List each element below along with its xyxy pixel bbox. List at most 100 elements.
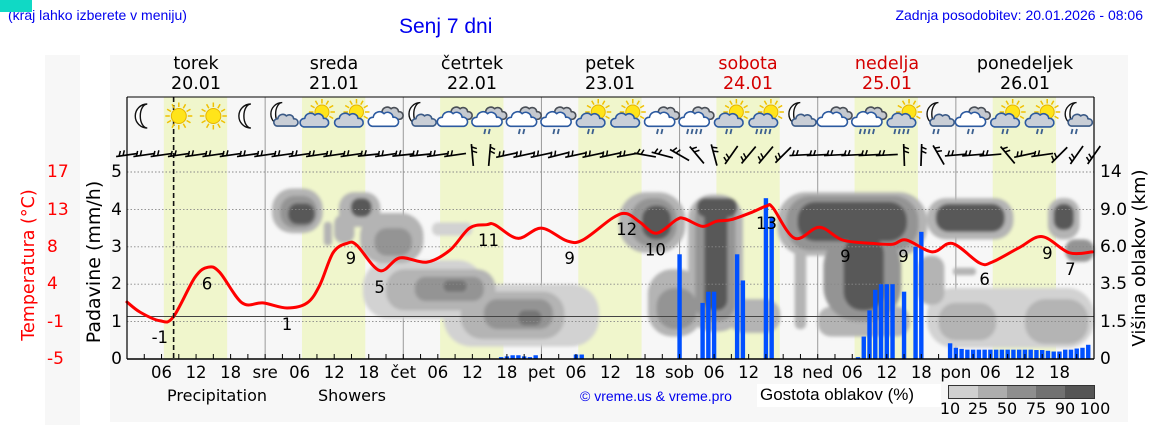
wind-barb-icon: [932, 145, 945, 165]
wind-barb-icon: [409, 150, 432, 157]
cloud-rain-icon: [643, 106, 681, 135]
precipitation-bar: [1063, 349, 1068, 359]
sun-cloud-icon: [610, 99, 646, 128]
day-date: 25.01: [861, 74, 913, 94]
precipitation-bar: [498, 357, 504, 359]
day-date: 22.01: [446, 74, 498, 94]
day-header-date: 24.01: [678, 74, 818, 94]
cloud-height-tick: 6.0: [1100, 237, 1128, 257]
cloud-icon: [436, 106, 473, 128]
temperature-label: 7: [1065, 260, 1076, 279]
x-tick-label: ned: [802, 363, 833, 382]
cloud-rain-icon: [540, 106, 577, 135]
precipitation-bar: [867, 310, 872, 359]
temperature-tick: -1: [47, 312, 64, 332]
density-label-background: [757, 384, 941, 407]
x-tick-label: sre: [253, 363, 278, 382]
precip-tick: 4: [111, 200, 122, 220]
cloud-density-area: [432, 222, 473, 236]
precipitation-bar: [947, 343, 953, 359]
precip-tick: 5: [111, 162, 122, 182]
day-header-date: 22.01: [402, 74, 542, 94]
precipitation-bar: [711, 291, 717, 359]
wind-barb-icon: [305, 150, 328, 158]
wind-barb-icon: [288, 150, 311, 158]
wind-barb-icon: [495, 150, 518, 159]
precipitation-bar: [919, 231, 924, 359]
wind-barb-icon: [920, 143, 927, 167]
day-date: 23.01: [584, 74, 636, 94]
wind-barb-icon: [999, 146, 1016, 164]
precipitation-bar: [1068, 349, 1074, 359]
wind-barb-icon: [757, 146, 774, 164]
wind-barb-icon: [254, 150, 277, 158]
density-tick: 50: [996, 399, 1018, 418]
wind-barb-icon: [1031, 150, 1054, 158]
x-tick-label: 12: [324, 363, 345, 382]
wind-barb-icon: [150, 150, 173, 158]
cloud-rain-icon: [954, 106, 991, 135]
precipitation-bar: [579, 354, 584, 359]
wind-barb-icon: [1085, 145, 1102, 165]
precipitation-bar: [677, 254, 682, 359]
wind-barb-icon: [219, 150, 242, 158]
density-swatch-50: [1007, 386, 1036, 398]
x-tick-label: čet: [390, 363, 416, 382]
cloud-density-area: [483, 299, 553, 330]
cloud-icon: [816, 106, 853, 128]
cloud-density-area: [794, 243, 807, 330]
wind-barb-icon: [944, 149, 967, 157]
precipitation-bar: [873, 289, 878, 359]
wind-barb-icon: [634, 148, 657, 158]
cloud-rain-icon: [505, 106, 542, 135]
wind-barb-icon: [470, 143, 478, 167]
day-name: torek: [173, 54, 219, 74]
wind-barb-icon: [1050, 146, 1068, 164]
temperature-label: 6: [979, 270, 990, 289]
cloud-density-area: [288, 203, 315, 225]
temperature-tick: 4: [47, 274, 58, 294]
day-name: nedelja: [854, 54, 920, 74]
precipitation-bar: [1074, 348, 1079, 359]
precipitation-bar: [527, 357, 533, 359]
temperature-label: 1: [282, 315, 293, 334]
moon-icon: [238, 103, 251, 129]
precip-tick: 2: [111, 274, 122, 294]
precipitation-bar: [901, 291, 907, 359]
wind-barb-icon: [547, 150, 570, 159]
precipitation-bar: [999, 349, 1005, 359]
x-tick-label: 06: [842, 363, 863, 382]
density-tick: 90: [1054, 399, 1076, 418]
x-tick-label: 12: [186, 363, 207, 382]
sun-cloud-rain-icon: [575, 99, 612, 135]
wind-barb-icon: [1013, 150, 1036, 159]
cloud-density-area: [1065, 239, 1094, 262]
x-tick-label: 12: [738, 363, 759, 382]
page-title: Senj 7 dni: [399, 15, 493, 38]
cloud-density-area: [334, 214, 355, 244]
precipitation-bar: [700, 302, 705, 359]
sun-cloud-rain-icon: [1024, 99, 1061, 135]
showers-legend-label: Showers: [318, 386, 386, 405]
precipitation-bar: [1080, 347, 1085, 359]
wind-barb-icon: [357, 150, 380, 157]
cloud-density-area: [656, 287, 697, 330]
cloud-density-area: [935, 203, 1005, 232]
wind-barb-icon: [582, 150, 605, 159]
wind-barb-icon: [806, 149, 829, 157]
x-tick-label: 06: [704, 363, 725, 382]
cloud-density-area: [443, 280, 467, 292]
cloud-rain-icon: [471, 106, 508, 135]
wind-barb-icon: [271, 150, 294, 158]
sun-cloud-icon: [333, 99, 370, 128]
day-name: sreda: [309, 54, 359, 74]
wind-barb-icon: [185, 150, 208, 158]
cloud-heavy-rain-icon: [850, 106, 888, 135]
wind-barb-icon: [426, 150, 449, 158]
last-update: Zadnja posodobitev: 20.01.2026 - 08:06: [895, 7, 1143, 23]
wind-barb-icon: [487, 143, 496, 167]
temperature-tick: 13: [47, 200, 69, 220]
sun-cloud-icon: [299, 99, 335, 128]
wind-barb-icon: [723, 145, 739, 165]
